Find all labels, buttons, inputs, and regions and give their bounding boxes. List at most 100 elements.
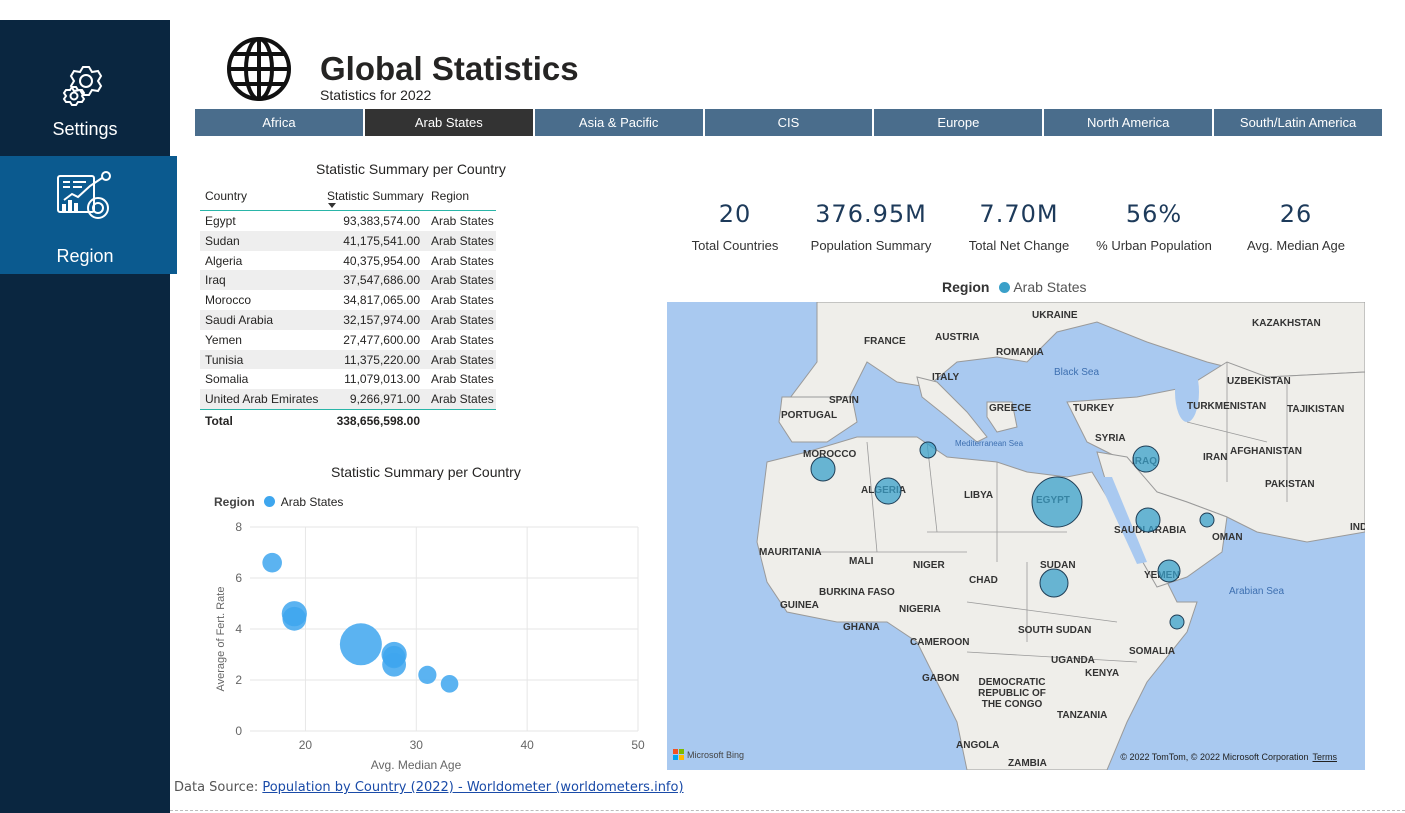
map-country-label: NIGERIA [899, 604, 941, 615]
tab-asia-pacific[interactable]: Asia & Pacific [534, 109, 703, 136]
tab-africa[interactable]: Africa [195, 109, 363, 136]
table-title: Statistic Summary per Country [316, 161, 506, 177]
sidebar-item-settings[interactable]: Settings [0, 20, 170, 139]
map-country-label: GREECE [989, 403, 1032, 414]
y-tick-label: 6 [235, 571, 242, 585]
table-cell-value: 41,175,541.00 [343, 233, 420, 248]
legend-item[interactable]: Arab States [280, 495, 344, 509]
map-sea-label: Black Sea [1054, 367, 1100, 378]
map-country-label: IND [1350, 522, 1365, 533]
gear-icon [62, 66, 103, 106]
table-cell-country: Sudan [205, 233, 240, 248]
table-cell-value: 37,547,686.00 [343, 273, 420, 288]
map-country-label: LIBYA [964, 490, 994, 501]
map-legend: Region Arab States [942, 279, 1087, 295]
x-tick-label: 50 [631, 738, 645, 752]
map-country-label: TAJIKISTAN [1287, 404, 1345, 415]
table-row[interactable]: Somalia 11,079,013.00 Arab States [200, 369, 496, 389]
map-sea-label: Arabian Sea [1229, 586, 1285, 597]
scatter-point[interactable] [418, 665, 437, 684]
sort-descending-icon [328, 203, 336, 208]
page-title: Global Statistics [320, 50, 579, 87]
tab-south-latin-america[interactable]: South/Latin America [1214, 109, 1383, 136]
table-cell-value: 93,383,574.00 [343, 214, 420, 228]
map-bubble[interactable] [1135, 507, 1161, 533]
kpi-total-countries: 20 Total Countries [665, 200, 805, 253]
x-tick-label: 30 [410, 738, 424, 752]
footer-prefix: Data Source: [174, 780, 263, 795]
map-terms-link[interactable]: Terms [1312, 752, 1338, 762]
chart-title: Statistic Summary per Country [331, 464, 521, 480]
table-cell-region: Arab States [431, 214, 494, 228]
map-bubble[interactable] [1169, 614, 1185, 630]
table-cell-region: Arab States [431, 273, 494, 288]
map-country-label: UZBEKISTAN [1227, 376, 1291, 387]
table-row[interactable]: Iraq 37,547,686.00 Arab States [200, 270, 496, 291]
kpi-population-summary: 376.95M Population Summary [801, 200, 941, 253]
scatter-point[interactable] [262, 552, 282, 573]
table-row[interactable]: Morocco 34,817,065.00 Arab States [200, 290, 496, 310]
table-row[interactable]: Yemen 27,477,600.00 Arab States [200, 330, 496, 350]
map-bubble[interactable] [1132, 445, 1160, 473]
table-cell-region: Arab States [431, 293, 494, 308]
scatter-point[interactable] [440, 675, 459, 693]
sidebar-item-label: Settings [52, 119, 118, 139]
kpi-label: % Urban Population [1096, 238, 1212, 253]
map-country-label: SPAIN [829, 395, 859, 406]
column-header-region[interactable]: Region [431, 189, 470, 203]
table-row[interactable]: Egypt 93,383,574.00 Arab States [200, 211, 496, 231]
map-bubble[interactable] [1039, 568, 1069, 598]
kpi-avg-median-age: 26 Avg. Median Age [1226, 200, 1366, 253]
map-bubble[interactable] [810, 456, 836, 482]
map-bubble[interactable] [919, 441, 937, 459]
map-country-label: GHANA [843, 622, 880, 633]
table-total-row: Total 338,656,598.00 [200, 408, 496, 431]
divider [170, 810, 1405, 811]
table-row[interactable]: United Arab Emirates 9,266,971.00 Arab Sta… [200, 389, 496, 409]
y-axis-label: Average of Fert. Rate [215, 587, 227, 692]
kpi-value: 26 [1279, 200, 1313, 228]
legend-title: Region [214, 495, 255, 509]
scatter-point[interactable] [339, 623, 382, 666]
map-country-label: KENYA [1085, 668, 1120, 679]
map-country-label: MOROCCO [803, 449, 857, 460]
map-legend-item[interactable]: Arab States [1013, 279, 1087, 295]
map-country-label: ITALY [932, 372, 960, 383]
map-country-label: UGANDA [1051, 655, 1095, 666]
tab-europe[interactable]: Europe [874, 109, 1043, 136]
sidebar-item-region[interactable]: Region [0, 156, 177, 274]
table-cell-region: Arab States [431, 332, 494, 347]
table-cell-value: 11,375,220.00 [344, 352, 420, 367]
data-source-link[interactable]: Population by Country (2022) - Worldomet… [262, 780, 684, 795]
map-country-label: ZAMBIA [1008, 758, 1047, 769]
map-country-label: SYRIA [1095, 433, 1126, 444]
map-country-label: FRANCE [864, 336, 906, 347]
tab-cis[interactable]: CIS [704, 109, 873, 136]
table-row[interactable]: Sudan 41,175,541.00 Arab States [200, 230, 496, 251]
table-cell-region: Arab States [431, 253, 494, 268]
table-row[interactable]: Algeria 40,375,954.00 Arab States [200, 251, 496, 271]
map-bubble[interactable] [874, 477, 902, 505]
sidebar: Settings Region [0, 20, 177, 813]
table-row[interactable]: Tunisia 11,375,220.00 Arab States [200, 349, 496, 370]
map-bubble[interactable] [1157, 559, 1181, 583]
bing-text: Microsoft Bing [687, 749, 745, 760]
page-subtitle: Statistics for 2022 [320, 87, 432, 103]
map-country-label: AUSTRIA [935, 332, 980, 343]
map-country-label: IRAN [1203, 452, 1228, 463]
summary-table: Country Statistic Summary Region Egypt 93… [200, 183, 496, 431]
region-map[interactable]: UKRAINE KAZAKHSTAN FRANCE AUSTRIA ROMANIA ITA… [667, 302, 1365, 770]
kpi-label: Avg. Median Age [1246, 238, 1346, 253]
scatter-point[interactable] [382, 645, 406, 669]
column-header-statistic-summary[interactable]: Statistic Summary [327, 189, 424, 203]
table-row[interactable]: Saudi Arabia 32,157,974.00 Arab States [200, 309, 496, 330]
scatter-point[interactable] [282, 606, 307, 631]
table-cell-value: 9,266,971.00 [349, 392, 420, 407]
map-bubble[interactable] [1199, 512, 1215, 528]
map-country-label: ROMANIA [996, 347, 1044, 358]
map-bubble[interactable] [1031, 476, 1083, 528]
map-country-label: TURKMENISTAN [1187, 401, 1267, 412]
tab-north-america[interactable]: North America [1044, 109, 1213, 136]
tab-arab-states[interactable]: Arab States [364, 109, 533, 136]
column-header-country[interactable]: Country [205, 189, 248, 203]
